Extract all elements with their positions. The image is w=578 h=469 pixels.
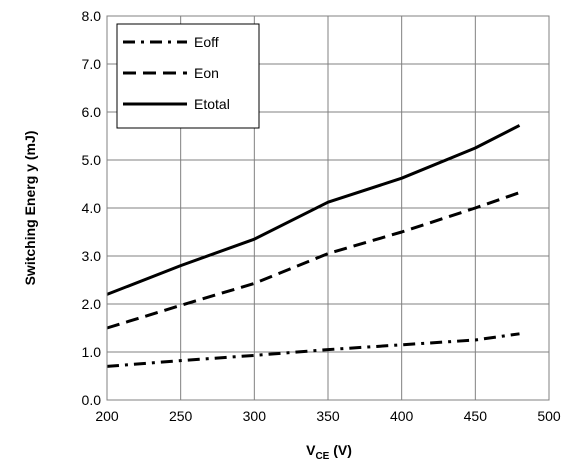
x-axis-ticks: 200 250 300 350 400 450 500 — [95, 408, 561, 424]
x-tick-label: 450 — [464, 408, 488, 424]
legend: Eoff Eon Etotal — [116, 23, 260, 129]
plot-area-frame — [106, 15, 550, 401]
y-tick-label: 8.0 — [82, 8, 102, 24]
x-tick-label: 200 — [95, 408, 119, 424]
y-tick-label: 1.0 — [82, 344, 102, 360]
series-line-eoff — [106, 332, 520, 368]
x-tick-label: 500 — [537, 408, 561, 424]
series-line-eon — [106, 191, 520, 330]
series-line-etotal — [106, 124, 521, 296]
y-tick-label: 4.0 — [82, 200, 102, 216]
x-tick-label: 300 — [243, 408, 267, 424]
legend-label-etotal: Etotal — [194, 96, 230, 112]
legend-box — [116, 23, 260, 129]
x-axis-title-subscript: CE — [315, 451, 329, 462]
series-lines — [106, 124, 521, 368]
x-tick-label: 350 — [316, 408, 340, 424]
legend-label-eon: Eon — [194, 65, 219, 81]
y-tick-label: 6.0 — [82, 104, 102, 120]
x-axis-title: VCE (V) — [306, 442, 352, 462]
x-axis-title-unit: (V) — [329, 442, 352, 458]
x-tick-label: 250 — [169, 408, 193, 424]
y-tick-label: 5.0 — [82, 152, 102, 168]
x-tick-label: 400 — [390, 408, 414, 424]
y-tick-label: 3.0 — [82, 248, 102, 264]
y-axis-title: Switching Energ y (mJ) — [22, 131, 38, 286]
x-axis-title-main: V — [306, 442, 316, 458]
y-axis-ticks: 0.0 1.0 2.0 3.0 4.0 5.0 6.0 7.0 8.0 — [82, 8, 102, 408]
y-tick-label: 2.0 — [82, 296, 102, 312]
legend-label-eoff: Eoff — [194, 34, 219, 50]
y-tick-label: 7.0 — [82, 56, 102, 72]
y-tick-label: 0.0 — [82, 392, 102, 408]
